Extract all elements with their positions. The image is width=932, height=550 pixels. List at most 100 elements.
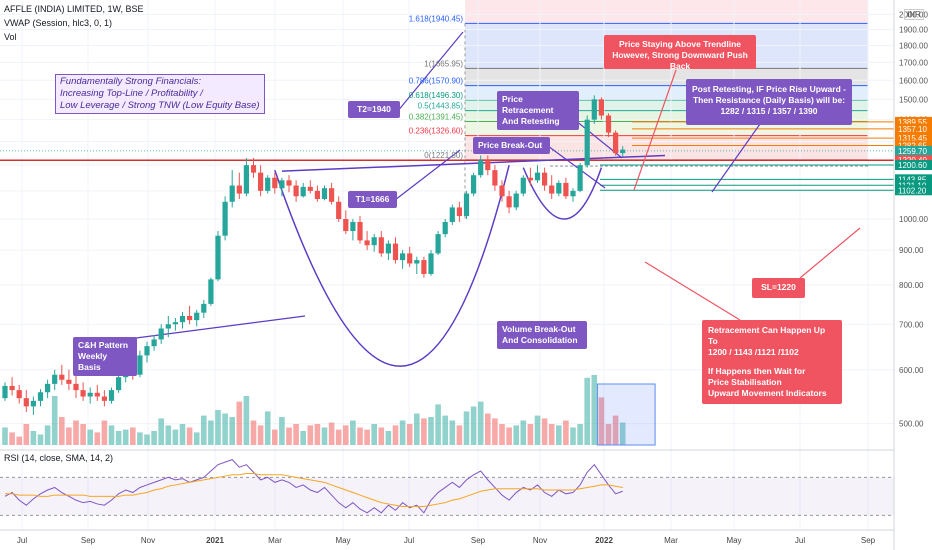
volume-bar <box>30 431 37 445</box>
volume-bar <box>456 425 463 445</box>
price-axis: 500.00 600.00 700.00 800.00 900.00 1000.00 110… <box>893 0 932 550</box>
volume-bar <box>435 404 441 445</box>
time-axis: Jul Sep Nov 2021 Mar May Jul Sep Nov 2022 Mar May Ju… <box>0 529 894 545</box>
volume-bar <box>66 427 72 445</box>
volume-bar <box>222 413 228 445</box>
time-tick-label: Jul <box>795 536 805 545</box>
price-label: 1259.70 <box>898 147 927 156</box>
price-label: 1143.85 <box>898 175 927 184</box>
candle-body <box>144 346 150 356</box>
candle-body <box>165 324 171 329</box>
volume-bar <box>51 396 58 445</box>
volume-bar <box>364 429 370 445</box>
candle-body <box>556 182 562 194</box>
candle-body <box>456 207 462 217</box>
volume-bar <box>23 424 30 445</box>
candle-body <box>208 279 214 304</box>
sl-pointer <box>799 227 861 279</box>
retracement-callout: Price Retracement And Retesting <box>497 91 579 130</box>
candle-body <box>87 392 93 397</box>
volume-bars-layer <box>2 375 656 446</box>
candle-body <box>485 160 491 171</box>
candle-body <box>201 303 207 313</box>
time-tick-label: 2022 <box>595 536 613 545</box>
trendlines-layer <box>0 31 894 367</box>
candle-body <box>272 177 278 189</box>
volume-bar <box>314 424 321 445</box>
candle-body <box>527 177 533 181</box>
fib-label: 0.382(1391.45) <box>409 112 464 121</box>
price-label: 1315.45 <box>898 134 927 143</box>
candle-body <box>243 165 249 194</box>
candle-body <box>116 377 122 391</box>
volume-bar <box>9 432 15 445</box>
candle-body <box>428 253 434 274</box>
price-label: 1389.55 <box>898 118 927 127</box>
candle-body <box>471 175 477 194</box>
rsi-sma-line <box>5 473 623 507</box>
time-tick-label: Mar <box>268 536 282 545</box>
time-tick-label: Sep <box>471 536 486 545</box>
candle-body <box>187 315 193 321</box>
candle-body <box>215 235 221 280</box>
volume-bar <box>37 434 44 445</box>
candle-body <box>194 312 200 321</box>
fib-label: 0.786(1570.90) <box>409 77 464 86</box>
volume-bar <box>250 420 257 445</box>
price-tick-label: 500.00 <box>899 420 924 429</box>
retrace-pointer <box>644 261 741 321</box>
fib-label: 0.5(1443.85) <box>418 102 464 111</box>
volume-bar <box>335 429 342 445</box>
price-tick-label: 600.00 <box>899 366 924 375</box>
candle-body <box>350 221 356 232</box>
volume-bar <box>130 427 136 445</box>
volume-bar <box>584 377 590 445</box>
candle-body <box>463 193 470 217</box>
candle-body <box>414 260 420 264</box>
volume-bar <box>101 420 108 445</box>
time-tick-label: Mar <box>664 536 678 545</box>
candle-body <box>236 185 242 194</box>
volume-bar <box>44 425 51 445</box>
rsi-band <box>0 477 894 516</box>
volume-bar <box>414 413 420 445</box>
volume-bar <box>548 424 555 445</box>
fib-labels-layer: 1.618(1940.45) 1(1665.95) 0.786(1570.90) 0.… <box>409 14 464 160</box>
time-tick-label: May <box>335 536 350 545</box>
vwap-legend: VWAP (Session, hlc3, 0, 1) <box>4 18 113 28</box>
volume-bar <box>286 427 292 445</box>
volume-bar <box>201 415 207 445</box>
candle-body <box>605 115 612 133</box>
price-tick-label: 900.00 <box>899 246 924 255</box>
time-tick-label: Jul <box>17 536 27 545</box>
volume-bar <box>243 396 250 445</box>
candle-body <box>364 240 370 246</box>
time-tick-label: 2021 <box>206 536 224 545</box>
volume-bar <box>371 424 377 445</box>
volume-bar <box>165 425 172 445</box>
volume-bar <box>612 415 619 445</box>
volume-bar <box>485 413 491 445</box>
volume-bar <box>563 420 569 445</box>
volume-bar <box>506 427 512 445</box>
candle-body <box>563 182 569 197</box>
price-tick-label: 1900.00 <box>899 26 928 35</box>
candle-body <box>59 374 65 380</box>
volume-bar <box>172 429 179 445</box>
fib-zone <box>465 100 868 111</box>
volume-bar <box>2 427 8 445</box>
price-label-bg <box>895 160 932 171</box>
breakout-callout: Price Break-Out <box>473 137 550 154</box>
post-retest-pointer <box>711 123 761 193</box>
fib-label: 1.618(1940.45) <box>409 14 464 23</box>
sl-callout: SL=1220 <box>752 278 805 298</box>
volume-bar <box>385 431 392 445</box>
price-label-bg <box>895 140 932 151</box>
candle-body <box>336 201 342 219</box>
candle-body <box>421 260 427 274</box>
cnh-pointer <box>135 315 306 339</box>
candle-body <box>172 322 178 325</box>
candle-body <box>329 188 335 202</box>
